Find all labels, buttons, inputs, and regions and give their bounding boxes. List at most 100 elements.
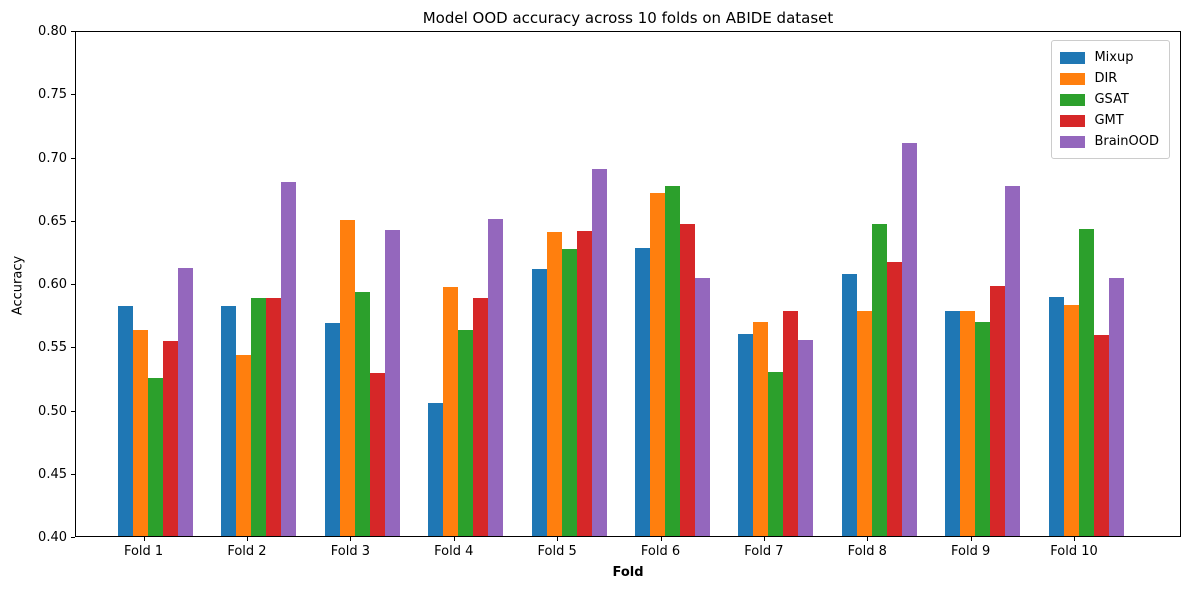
bar <box>635 247 650 536</box>
legend-label: BrainOOD <box>1094 134 1159 149</box>
bar <box>945 310 961 536</box>
y-tick-label: 0.75 <box>38 87 67 103</box>
bar <box>546 232 562 536</box>
x-tick-label: Fold 2 <box>227 544 267 559</box>
x-tick-label: Fold 5 <box>537 544 577 559</box>
bar <box>1093 334 1109 536</box>
bar <box>1048 296 1064 536</box>
legend-label: DIR <box>1094 71 1118 86</box>
legend-swatch <box>1060 93 1086 106</box>
x-tick-mark <box>970 537 972 541</box>
y-tick-mark <box>71 220 75 222</box>
legend-label: Mixup <box>1094 50 1134 65</box>
legend-entry: BrainOOD <box>1060 131 1159 152</box>
bar <box>133 329 149 536</box>
y-tick-mark <box>71 473 75 475</box>
y-tick-mark <box>71 537 75 538</box>
bar <box>339 219 355 536</box>
y-tick-mark <box>71 347 75 349</box>
legend-label: GMT <box>1094 113 1124 128</box>
x-tick-mark <box>453 537 455 541</box>
bar <box>281 181 297 536</box>
bar <box>443 286 459 536</box>
bar <box>768 371 784 536</box>
bar <box>665 185 680 536</box>
legend-swatch <box>1060 51 1086 64</box>
x-tick-label: Fold 9 <box>951 544 991 559</box>
y-tick-mark <box>71 31 75 32</box>
legend-swatch <box>1060 72 1086 85</box>
x-tick-mark <box>763 537 765 541</box>
x-tick-label: Fold 4 <box>434 544 474 559</box>
x-tick-mark <box>867 537 869 541</box>
plot-area: Mixup DIR GSAT GMT BrainOOD <box>75 31 1181 537</box>
bar <box>118 305 134 536</box>
bar <box>221 305 237 536</box>
legend-swatch <box>1060 135 1086 148</box>
y-axis-label: Accuracy <box>10 255 26 316</box>
y-tick-mark <box>71 410 75 412</box>
bar <box>148 377 164 536</box>
y-tick-label: 0.45 <box>38 466 67 482</box>
bar <box>266 298 282 536</box>
x-tick-mark <box>557 537 559 541</box>
y-tick-label: 0.40 <box>38 530 67 545</box>
y-tick-label: 0.50 <box>38 403 67 419</box>
bar <box>990 285 1006 536</box>
bar <box>591 169 607 536</box>
x-tick-label: Fold 3 <box>330 544 370 559</box>
y-tick-mark <box>71 157 75 159</box>
bar <box>1005 185 1021 536</box>
x-axis-label: Fold <box>612 565 644 580</box>
bar <box>163 341 179 536</box>
bar <box>650 193 665 536</box>
bar <box>841 274 857 536</box>
bar <box>960 310 976 536</box>
bar <box>783 310 799 536</box>
bar <box>458 329 474 536</box>
bar <box>901 142 917 536</box>
bar <box>1078 228 1094 536</box>
bar <box>561 248 577 536</box>
bar <box>488 218 504 536</box>
bar <box>354 291 370 536</box>
bar <box>680 223 695 536</box>
x-tick-label: Fold 10 <box>1050 544 1098 559</box>
bar <box>695 277 710 536</box>
legend-label: GSAT <box>1094 92 1129 107</box>
legend-entry: GSAT <box>1060 89 1159 110</box>
y-tick-mark <box>71 94 75 96</box>
x-tick-label: Fold 1 <box>123 544 164 559</box>
bar <box>369 372 385 536</box>
bar <box>856 310 872 536</box>
x-tick-mark <box>1074 537 1076 541</box>
bar <box>384 229 400 536</box>
bar <box>473 298 489 536</box>
bar <box>798 339 814 536</box>
legend: Mixup DIR GSAT GMT BrainOOD <box>1051 40 1170 159</box>
bar <box>178 267 194 536</box>
bar <box>871 223 887 536</box>
legend-entry: Mixup <box>1060 47 1159 68</box>
legend-entry: GMT <box>1060 110 1159 131</box>
y-tick-mark <box>71 284 75 285</box>
bar <box>1108 277 1124 536</box>
bar <box>1063 304 1079 536</box>
y-tick-label: 0.55 <box>38 340 67 356</box>
x-tick-label: Fold 7 <box>744 544 784 559</box>
bar <box>886 261 902 536</box>
legend-entry: DIR <box>1060 68 1159 89</box>
bar <box>576 231 592 536</box>
y-tick-label: 0.60 <box>38 277 67 292</box>
bar <box>738 333 754 536</box>
x-tick-mark <box>246 537 248 541</box>
bar <box>251 298 267 536</box>
bar <box>324 323 340 536</box>
bar <box>975 322 991 536</box>
x-tick-label: Fold 6 <box>640 544 681 559</box>
bar <box>236 355 252 536</box>
legend-swatch <box>1060 114 1086 127</box>
y-tick-label: 0.65 <box>38 213 67 229</box>
bar <box>428 403 444 536</box>
